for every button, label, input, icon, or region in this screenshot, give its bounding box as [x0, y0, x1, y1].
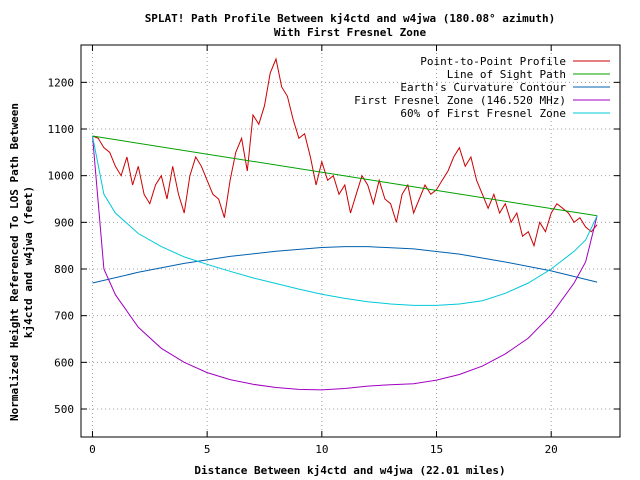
- x-tick-label: 15: [430, 443, 443, 456]
- series-line-of-sight-path: [92, 135, 598, 217]
- legend-label-earth-s-curvature-contour: Earth's Curvature Contour: [400, 81, 566, 94]
- x-tick-label: 10: [315, 443, 328, 456]
- series-earth-s-curvature-contour: [92, 246, 598, 284]
- y-tick-label: 800: [54, 263, 74, 276]
- series-point-to-point-profile: [92, 57, 598, 248]
- legend-label-60-of-first-fresnel-zone: 60% of First Fresnel Zone: [400, 107, 566, 120]
- series-first-fresnel-zone-146-520-mhz: [92, 135, 598, 391]
- plot-series: [92, 57, 598, 391]
- y-tick-label: 500: [54, 403, 74, 416]
- chart-title: SPLAT! Path Profile Between kj4ctd and w…: [145, 12, 556, 25]
- y-axis-label: Normalized Height Referenced To LOS Path…: [8, 103, 35, 421]
- y-axis-label-line-2: kj4ctd and w4jwa (feet): [22, 186, 35, 338]
- y-axis-label-line-1: Normalized Height Referenced To LOS Path…: [8, 103, 21, 421]
- y-tick-label: 600: [54, 356, 74, 369]
- y-tick-label: 1200: [48, 76, 75, 89]
- axis-ticks: 0 5 10 15 20 500 600 700 800 900 1000 1100 1200: [48, 45, 620, 456]
- y-tick-label: 1100: [48, 123, 75, 136]
- plot-frame: [80, 44, 621, 438]
- y-tick-label: 700: [54, 310, 74, 323]
- series-60-of-first-fresnel-zone: [92, 135, 598, 306]
- x-axis-label: Distance Between kj4ctd and w4jwa (22.01…: [194, 464, 505, 477]
- x-tick-label: 0: [89, 443, 96, 456]
- chart-subtitle: With First Fresnel Zone: [274, 26, 427, 39]
- x-tick-label: 5: [204, 443, 211, 456]
- grid: [81, 45, 620, 437]
- y-tick-label: 900: [54, 216, 74, 229]
- x-tick-label: 20: [545, 443, 558, 456]
- legend-label-first-fresnel-zone-146-520-mhz: First Fresnel Zone (146.520 MHz): [354, 94, 566, 107]
- y-tick-label: 1000: [48, 170, 75, 183]
- legend-label-point-to-point-profile: Point-to-Point Profile: [420, 55, 566, 68]
- legend-label-line-of-sight-path: Line of Sight Path: [447, 68, 566, 81]
